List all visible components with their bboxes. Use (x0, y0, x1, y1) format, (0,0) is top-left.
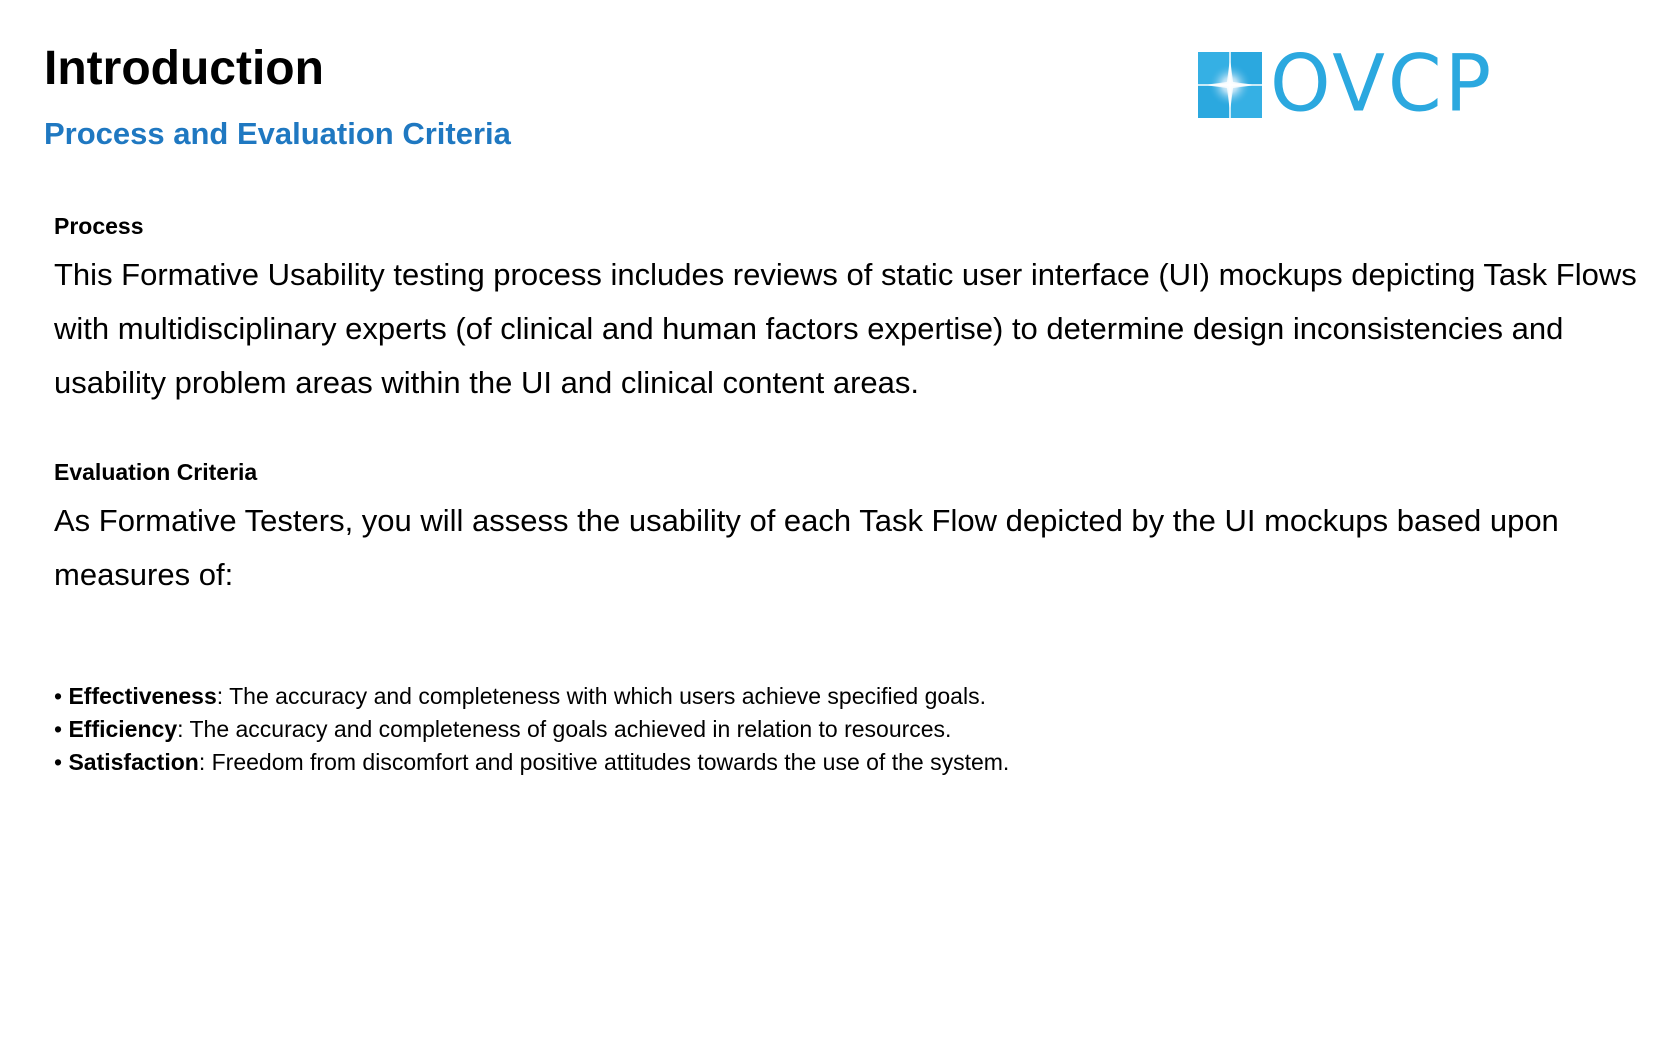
criteria-item-efficiency: • Efficiency: The accuracy and completen… (54, 713, 1644, 746)
compass-star-icon (1198, 52, 1262, 118)
ovcp-logo: OVCP (1198, 39, 1543, 130)
content-area: Process This Formative Usability testing… (54, 210, 1644, 779)
criteria-term: Satisfaction (68, 749, 199, 775)
criteria-definition: : Freedom from discomfort and positive a… (198, 749, 1010, 775)
process-body: This Formative Usability testing process… (54, 257, 1637, 400)
criteria-term: Effectiveness (68, 683, 217, 709)
criteria-item-satisfaction: • Satisfaction: Freedom from discomfort … (54, 746, 1644, 779)
evaluation-criteria-section: Evaluation Criteria As Formative Testers… (54, 456, 1644, 602)
bullet-glyph: • (54, 749, 63, 775)
criteria-definition: : The accuracy and completeness with whi… (216, 683, 986, 709)
criteria-list: • Effectiveness: The accuracy and comple… (54, 680, 1644, 779)
page-subtitle: Process and Evaluation Criteria (44, 116, 511, 151)
evaluation-criteria-heading: Evaluation Criteria (54, 459, 258, 485)
page-title: Introduction (44, 42, 324, 95)
process-section: Process This Formative Usability testing… (54, 210, 1644, 410)
logo-text: OVCP (1270, 39, 1495, 130)
bullet-glyph: • (54, 716, 63, 742)
criteria-term: Efficiency (68, 716, 178, 742)
criteria-item-effectiveness: • Effectiveness: The accuracy and comple… (54, 680, 1644, 713)
bullet-glyph: • (54, 683, 63, 709)
criteria-definition: : The accuracy and completeness of goals… (177, 716, 952, 742)
process-heading: Process (54, 213, 144, 239)
evaluation-criteria-body: As Formative Testers, you will assess th… (54, 503, 1559, 592)
